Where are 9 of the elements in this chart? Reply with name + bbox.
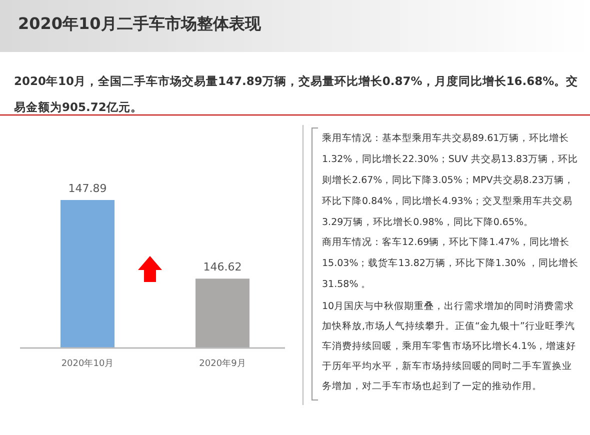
text: 商用车情况：客车12.69辆，环比下降1.47%，同比增长15.03%；载货车13.82万辆，环比下降1.30% ，同比增长31.58% 。 <box>322 236 580 292</box>
chart-subtitle: 2020年10月，全国二手车市场交易量147.89万辆，交易量环比增长0.87%，月度同比增长16.68%。交易金额为905.72亿元。 <box>14 73 580 116</box>
x-tick-label: 2020年9月 <box>199 358 246 369</box>
data-label: 147.89 <box>68 182 107 195</box>
text: 乘用车情况：基本型乘用车共交易89.61万辆，环比增长1.32%，同比增长22.30%；SUV 共交易13.83万辆，环比则增长2.67%，同比下降3.05%；MPV共交易8.23万辆，环比下降0.84%，同比增长4.93%；交叉型乘用车共交易3.29万辆，环比增长0.98%，同比下降0.65%。 <box>322 132 580 230</box>
data-label: 146.62 <box>203 260 242 274</box>
chart-title: 2020年10月二手车市场整体表现 <box>18 14 261 35</box>
text: 10月国庆与中秋假期重叠，出行需求增加的同时消费需求加快释放,市场人气持续攀升。正值“金九银十”行业旺季汽车消费持续回暖，乘用车零售市场环比增长4.1%，增速好于历年平均水平，新车市场持续回暖的同时二手车置换业务增加，对二手车市场也起到了一定的推动作用。 <box>322 300 578 394</box>
x-tick-label: 2020年10月 <box>61 358 114 369</box>
